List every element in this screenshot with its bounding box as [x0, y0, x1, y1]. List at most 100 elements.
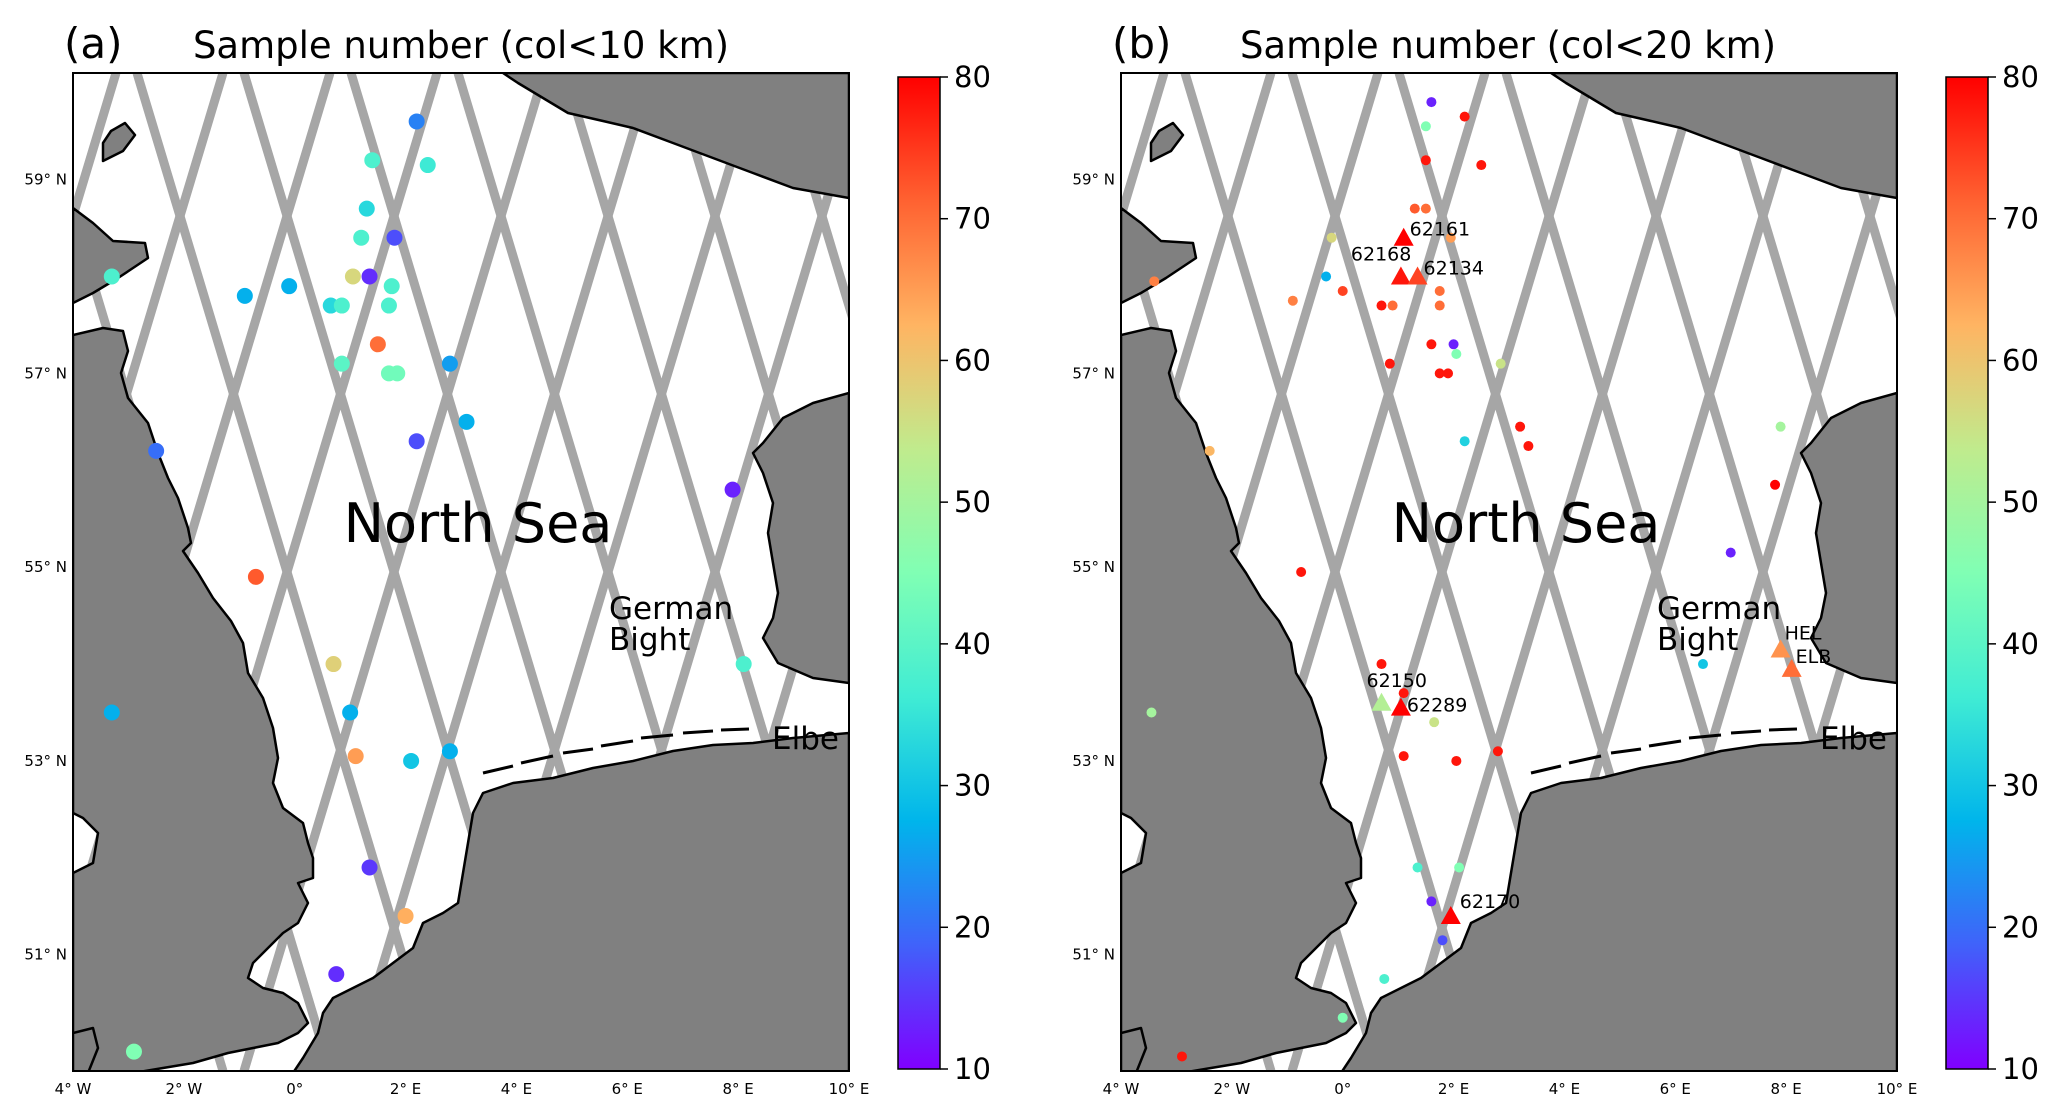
panel-a-track-ascending [0, 73, 9, 1071]
panel-b-data-point [1287, 295, 1298, 306]
panel-b-frisian-island [1730, 729, 1762, 735]
panel-b-data-point [1379, 973, 1390, 984]
panel-a: (a) Sample number (col<10 km) North Sea … [0, 19, 869, 1098]
panel-b-label: (b) [1112, 19, 1171, 68]
panel-b-data-point [1434, 300, 1445, 311]
panel-b-bight-label: Bight [1657, 622, 1738, 658]
colorbar-tick-label: 80 [2002, 60, 2039, 94]
panel-b-track-descending [2041, 73, 2067, 1071]
panel-b-data-point [1426, 339, 1437, 350]
panel-b-data-point [1337, 1012, 1348, 1023]
panel-b-lon-tick-label: 4° W [1103, 1080, 1140, 1098]
colorbar-tick-label: 40 [954, 627, 991, 661]
panel-a-data-point [333, 297, 350, 314]
panel-b-data-point [1445, 232, 1456, 243]
panel-b-data-point [1420, 155, 1431, 166]
colorbar-tick-label: 10 [2002, 1052, 2039, 1086]
panel-a-data-point [380, 297, 397, 314]
colorbar-tick-label: 20 [954, 910, 991, 944]
panel-b-data-point [1492, 746, 1503, 757]
panel-b-station-label: 62289 [1407, 695, 1467, 717]
panel-b-land-norway [1549, 73, 1897, 200]
panel-a-land-denmark [751, 391, 849, 685]
panel-a-data-point [419, 157, 436, 174]
panel-b-data-point [1426, 896, 1437, 907]
panel-b-data-point [1434, 368, 1445, 379]
panel-a-data-point [408, 113, 425, 130]
panel-a-data-point [125, 1043, 142, 1060]
panel-b-data-point [1495, 358, 1506, 369]
colorbar-tick-label: 50 [2002, 485, 2039, 519]
panel-b-data-point [1337, 286, 1348, 297]
panel-b-points [1146, 97, 1786, 1071]
colorbar-b-ticks: 80 70 60 50 40 30 20 10 [1988, 60, 2039, 1086]
panel-a-data-point [724, 481, 741, 498]
colorbar-a-gradient [897, 76, 941, 1070]
panel-b-lon-tick-label: 0° [1334, 1080, 1351, 1098]
panel-a-frisian-island [520, 754, 554, 765]
panel-b-lon-tick-label: 8° E [1770, 1080, 1801, 1098]
panel-b-data-point [1725, 547, 1736, 558]
panel-b-lat-tick-label: 51° N [1072, 946, 1115, 964]
colorbar-tick-label: 30 [2002, 769, 2039, 803]
panel-b-frisian-island [1530, 764, 1562, 775]
panel-b-frame [1120, 72, 1898, 1072]
panel-a-land-orkney [101, 121, 137, 163]
panel-a-lon-tick-label: 4° W [55, 1080, 92, 1098]
panel-b-data-point [1321, 271, 1332, 282]
panel-b-frisian-island [1648, 739, 1682, 748]
panel-b-lon-ticks: 4° W 2° W 0° 2° E 4° E 6° E 8° E 10° E [1103, 1080, 1918, 1098]
panel-a-data-point [397, 907, 414, 924]
panel-a-lat-tick-label: 51° N [24, 946, 67, 964]
panel-b-data-point [1387, 300, 1398, 311]
panel-b-station-marker [1393, 227, 1414, 246]
panel-a-lon-tick-label: 0° [286, 1080, 303, 1098]
panel-b: (b) Sample number (col<20 km) 6216162168… [1072, 19, 2067, 1098]
panel-b-data-point [1698, 659, 1708, 670]
panel-b-data-point [1398, 688, 1409, 699]
panel-a-data-point [458, 413, 475, 430]
panel-a-data-point [325, 656, 342, 673]
panel-a-frame [72, 72, 850, 1072]
panel-a-land-britain [73, 206, 315, 1071]
panel-a-data-point [247, 568, 264, 585]
panel-b-lon-tick-label: 6° E [1660, 1080, 1691, 1098]
panel-b-data-point [1376, 300, 1387, 311]
panel-a-lat-tick-label: 55° N [24, 558, 67, 576]
panel-a-data-point [353, 229, 370, 246]
colorbar-tick-label: 70 [2002, 202, 2039, 236]
colorbar-a: 80 70 60 50 40 30 20 10 [897, 60, 991, 1086]
panel-a-data-point [369, 336, 386, 353]
panel-a-elbe-label: Elbe [772, 721, 839, 757]
colorbar-tick-label: 60 [954, 343, 991, 377]
panel-a-bight-label: Bight [609, 622, 690, 658]
panel-a-german-label: German [609, 591, 733, 627]
panel-a-lat-tick-label: 59° N [24, 171, 67, 189]
panel-b-map-labels: North Sea German Bight Elbe [1392, 492, 1887, 757]
panel-b-frisian-island [1568, 754, 1602, 765]
panel-b-frisian-island [1610, 747, 1642, 755]
panel-b-lon-tick-label: 4° E [1549, 1080, 1580, 1098]
panel-b-data-point [1376, 659, 1387, 670]
panel-a-data-point [103, 268, 120, 285]
colorbar-tick-label: 70 [954, 202, 991, 236]
panel-b-data-point [1515, 421, 1526, 432]
panel-b-land-continent [1340, 731, 1897, 1071]
panel-a-track-descending [73, 73, 228, 588]
panel-a-track-descending [346, 73, 656, 1071]
panel-b-data-point [1454, 862, 1465, 873]
colorbar-tick-label: 40 [2002, 627, 2039, 661]
panel-a-data-point [408, 433, 425, 450]
panel-b-data-point [1412, 862, 1423, 873]
panel-b-land-orkney [1149, 121, 1185, 163]
panel-a-north-sea-label: North Sea [344, 492, 613, 555]
colorbar-tick-label: 60 [2002, 343, 2039, 377]
panel-a-lat-tick-label: 53° N [24, 752, 67, 770]
panel-b-data-point [1384, 358, 1395, 369]
panel-a-data-point [358, 200, 375, 217]
panel-b-lon-tick-label: 2° E [1438, 1080, 1469, 1098]
colorbar-tick-label: 20 [2002, 910, 2039, 944]
panel-b-station-label: 62150 [1367, 670, 1427, 692]
panel-b-station-label: 62134 [1424, 257, 1484, 279]
